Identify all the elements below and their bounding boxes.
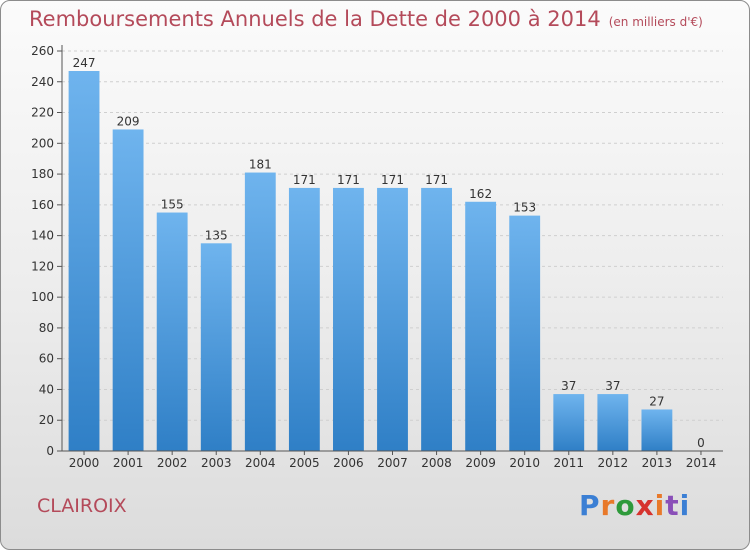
data-label: 155 — [161, 198, 184, 212]
data-label: 247 — [73, 56, 96, 70]
bars — [68, 71, 673, 452]
y-tick-label: 220 — [31, 106, 54, 120]
bar — [553, 394, 585, 451]
data-label: 0 — [697, 436, 705, 450]
y-tick-label: 20 — [39, 413, 54, 427]
data-label: 37 — [605, 379, 620, 393]
logo-letter: r — [600, 489, 616, 522]
x-tick-label: 2013 — [642, 456, 673, 470]
data-label: 27 — [649, 394, 664, 408]
x-tick-label: 2000 — [69, 456, 100, 470]
y-tick-label: 240 — [31, 75, 54, 89]
y-tick-label: 60 — [39, 352, 54, 366]
data-label: 162 — [469, 187, 492, 201]
data-label: 135 — [205, 228, 228, 242]
x-tick-label: 2009 — [465, 456, 496, 470]
chart-title: Remboursements Annuels de la Dette de 20… — [29, 7, 703, 31]
bar — [465, 201, 497, 451]
data-label: 209 — [117, 114, 140, 128]
y-tick-label: 260 — [31, 44, 54, 58]
bar — [156, 212, 188, 451]
bar — [597, 394, 629, 451]
logo-letter: o — [615, 489, 636, 522]
x-tick-label: 2011 — [553, 456, 584, 470]
y-tick-label: 80 — [39, 321, 54, 335]
y-tick-label: 40 — [39, 382, 54, 396]
y-tick-label: 0 — [46, 444, 54, 458]
x-tick-label: 2010 — [509, 456, 540, 470]
bar — [509, 215, 541, 451]
bar — [244, 172, 276, 452]
x-tick-label: 2006 — [333, 456, 364, 470]
axes: 0 20 40 60 80 100 120 140 160 180 200 220 240 260 2000… — [31, 44, 723, 470]
x-tick-label: 2014 — [686, 456, 717, 470]
proxiti-logo[interactable]: Proxiti — [579, 489, 690, 522]
y-tick-label: 120 — [31, 259, 54, 273]
x-tick-label: 2007 — [377, 456, 408, 470]
logo-letter: i — [679, 489, 691, 522]
y-tick-label: 140 — [31, 229, 54, 243]
data-label: 171 — [425, 173, 448, 187]
data-label: 171 — [337, 173, 360, 187]
commune-name: CLAIROIX — [37, 495, 127, 517]
data-label: 171 — [381, 173, 404, 187]
bar — [641, 409, 673, 451]
x-tick-label: 2005 — [289, 456, 320, 470]
data-label: 181 — [249, 158, 272, 172]
data-label: 153 — [513, 201, 536, 215]
logo-letter: t — [665, 489, 680, 522]
x-tick-label: 2001 — [113, 456, 144, 470]
y-tick-label: 100 — [31, 290, 54, 304]
bar — [421, 187, 452, 451]
bar — [200, 243, 232, 451]
y-tick-label: 180 — [31, 167, 54, 181]
x-tick-label: 2004 — [245, 456, 276, 470]
logo-letter: x — [635, 489, 655, 522]
x-tick-label: 2012 — [598, 456, 629, 470]
chart-unit: (en milliers d'€) — [608, 15, 703, 29]
bar — [333, 187, 364, 451]
y-tick-label: 200 — [31, 136, 54, 150]
bar — [68, 71, 100, 451]
x-tick-label: 2002 — [157, 456, 188, 470]
data-label: 171 — [293, 173, 316, 187]
logo-letter: P — [579, 489, 601, 522]
bar — [112, 129, 144, 451]
x-tick-label: 2008 — [421, 456, 452, 470]
bar — [377, 187, 408, 451]
data-label: 37 — [561, 379, 576, 393]
logo-letter: i — [654, 489, 666, 522]
y-tick-label: 160 — [31, 198, 54, 212]
x-tick-label: 2003 — [201, 456, 232, 470]
bar — [288, 187, 320, 451]
data-labels: 247 209 155 135 181 171 171 171 171 162 153 37 37 27 0 — [73, 56, 705, 450]
chart-title-text: Remboursements Annuels de la Dette de 20… — [29, 7, 601, 31]
